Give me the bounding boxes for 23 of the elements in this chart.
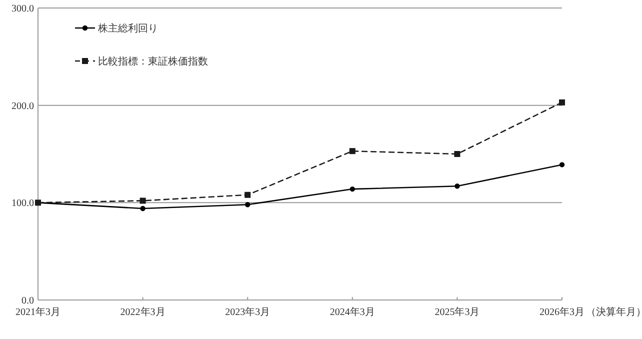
x-tick-label: 2022年3月 [120,306,166,318]
point [350,186,355,192]
x-tick-label: 2025年3月 [434,306,480,318]
y-tick-label: 100.0 [12,198,34,210]
y-tick-label: 200.0 [12,100,34,112]
x-tick-label: 2026年3月 [540,306,584,318]
point [245,202,250,208]
legend-label: 比較指標：東証株価指数 [98,56,208,68]
point [559,99,565,106]
legend-label: 株主総利回り [97,22,158,34]
x-tick-label: 2021年3月 [16,306,60,318]
point [454,151,460,157]
y-tick-label: 0.0 [22,296,34,306]
point [559,162,565,168]
x-tick-label: 2023年3月 [225,306,270,318]
point [140,206,146,212]
point [349,148,356,154]
x-tick-label: 2024年3月 [330,306,375,318]
y-tick-label: 300.0 [12,4,34,14]
point [140,198,146,204]
point [454,184,460,189]
x-axis-title: （決算年月） [586,306,642,318]
point [244,192,251,198]
